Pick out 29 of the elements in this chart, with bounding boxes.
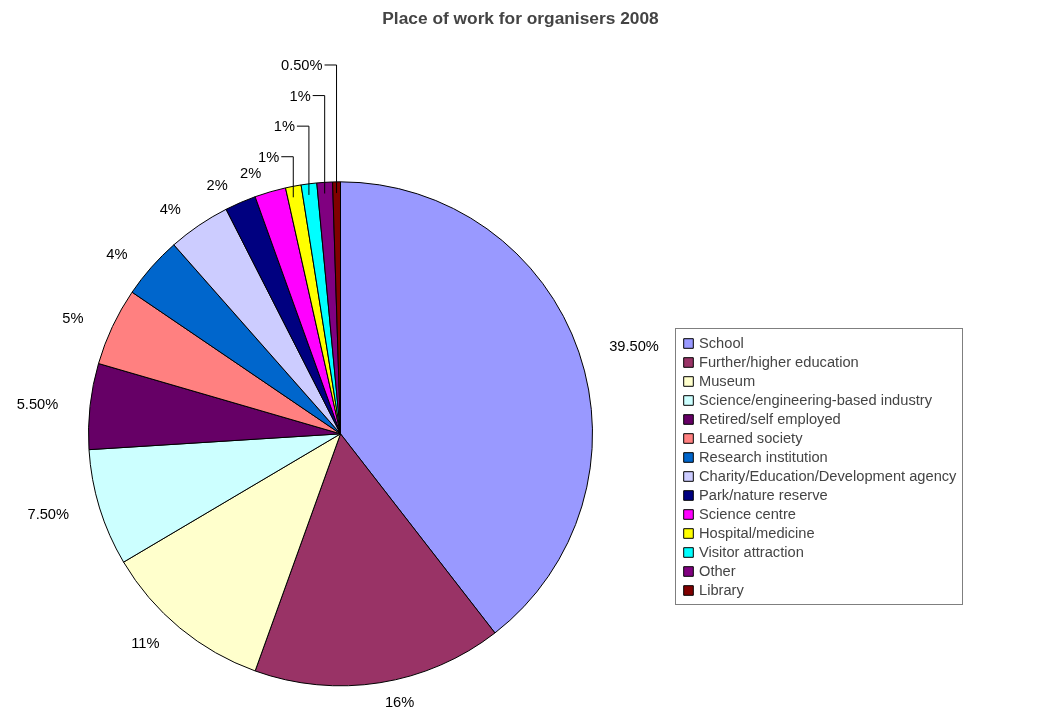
legend-label: Hospital/medicine [699,525,815,541]
data-label: 5% [62,310,84,327]
legend-label: Science/engineering-based industry [699,392,933,408]
legend-label: Retired/self employed [699,411,841,427]
data-label: 2% [206,176,228,193]
data-label: 1% [289,87,311,104]
data-label: 4% [106,246,128,263]
data-label: 39.50% [609,337,659,354]
legend-label: School [699,335,744,351]
legend-label: Learned society [699,430,803,446]
legend-label: Library [699,582,744,598]
data-label: 2% [240,165,262,182]
legend-label: Museum [699,373,756,389]
data-label: 0.50% [280,56,323,73]
legend-label: Further/higher education [699,354,859,370]
data-label: 1% [258,148,280,165]
legend-label: Other [699,563,736,579]
legend-label: Research institution [699,449,828,465]
chart-title: Place of work for organisers 2008 [382,7,660,28]
data-label: 11% [131,634,160,651]
legend-label: Park/nature reserve [699,487,828,503]
data-label: 7.50% [27,505,70,522]
data-label: 5.50% [16,396,59,413]
data-label: 16% [384,693,415,710]
legend-label: Science centre [699,506,796,522]
legend-label: Visitor attraction [699,544,804,560]
data-label: 4% [159,201,181,218]
legend-label: Charity/Education/Development agency [699,468,957,484]
data-label: 1% [273,118,295,135]
